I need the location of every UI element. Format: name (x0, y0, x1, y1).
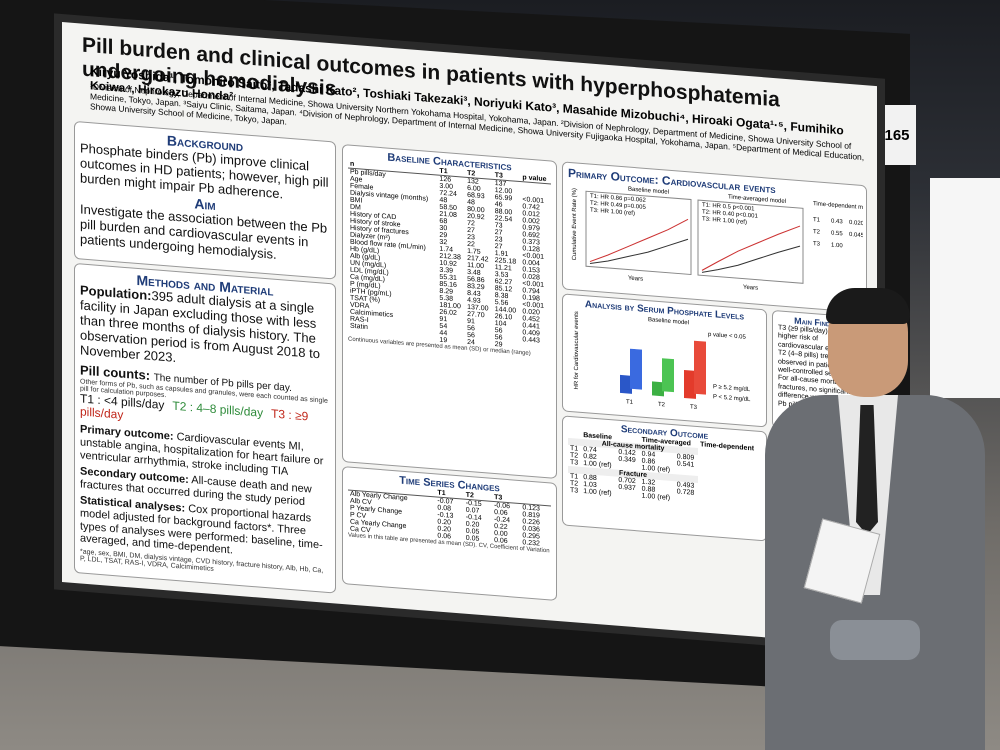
panel-title: Time-dependent model (813, 201, 863, 212)
x-label: T2 (658, 402, 666, 409)
curve (589, 218, 689, 263)
dep-cell: T2 (813, 229, 821, 236)
curve (701, 225, 801, 271)
x-label: T3 (690, 404, 698, 411)
bar (662, 358, 674, 393)
plot-frame (585, 190, 692, 276)
cell: 1.00 (ref) (641, 492, 671, 502)
person-bag (830, 620, 920, 660)
hr-text: T3: HR 1.00 (ref) (702, 216, 747, 226)
cell: T3 (570, 486, 579, 495)
panel-title: Baseline model (628, 187, 669, 196)
methods-box: Methods and Material Population:395 adul… (74, 262, 336, 594)
person-hair (826, 288, 910, 324)
bar (652, 381, 664, 397)
note: p value < 0.05 (708, 332, 746, 341)
bar (630, 348, 642, 390)
background-box: Background Phosphate binders (Pb) improv… (74, 120, 336, 280)
dep-cell: T3 (813, 241, 821, 248)
bar (684, 369, 696, 399)
secondary-outcome-box: Secondary Outcome Baseline Time-averaged T… (562, 415, 767, 542)
hr-text: T2: HR 0.49 p=0.005 (590, 201, 646, 211)
bar-chart-3d: Baseline model p value < 0.05 HR for Car… (574, 311, 751, 411)
x-label: T1 (626, 399, 634, 406)
hr-text: T1: HR 0.86 p=0.062 (590, 194, 646, 204)
booth-number: 165 (878, 105, 916, 165)
baseline-box: Baseline Characteristics n T1 T2 T3 p value P… (342, 144, 557, 479)
legend: P < 5.2 mg/dL (713, 394, 751, 403)
dep-cell: 1.00 (831, 243, 843, 250)
dep-cell: T1 (813, 217, 821, 224)
plot-frame (697, 199, 804, 284)
hr-text: T3: HR 1.00 (ref) (590, 208, 635, 218)
cell: T3 (570, 458, 579, 467)
cell (616, 491, 639, 500)
cell (675, 495, 698, 504)
neighbor-poster (930, 178, 1000, 398)
table: n T1 T2 T3 p value Pb pills/day 126 132 137 Age 3.… (348, 160, 551, 353)
text: Cox proportional hazards model adjusted … (80, 503, 323, 557)
primary-outcome-box: Primary Outcome: Cardiovascular events B… (562, 161, 867, 314)
hr-text: T1: HR 0.5 p<0.001 (702, 202, 755, 212)
axis-label: HR for Cardiovascular events (574, 311, 580, 390)
bar (694, 340, 706, 395)
dep-cell: 0.55 (831, 231, 843, 238)
dep-cell: 0.43 (831, 219, 843, 226)
subtitle: Baseline model (648, 317, 689, 326)
dep-cell: 0.045 (849, 232, 863, 239)
curve (589, 238, 689, 265)
bar (620, 374, 632, 394)
km-plots: Baseline model Time-averaged model Time-… (572, 187, 867, 292)
cell: 1.00 (ref) (583, 488, 612, 498)
time-series-box: Time Series Changes T1 T2 T3 Alb Yearly Cha… (342, 466, 557, 601)
panel-title: Time-averaged model (728, 194, 786, 205)
poster: Pill burden and clinical outcomes in pat… (62, 22, 877, 647)
person-tie (856, 405, 878, 535)
curve (701, 245, 801, 273)
axis-label: Years (628, 276, 643, 283)
legend: P ≥ 5.2 mg/dL (713, 384, 751, 393)
hr-text: T2: HR 0.40 p<0.001 (702, 209, 758, 219)
phosphate-box: Analysis by Serum Phosphate Levels Basel… (562, 293, 767, 428)
axis-label: Cumulative Event Rate (%) (572, 188, 578, 261)
axis-label: Years (743, 285, 758, 292)
dep-cell: 0.020 (849, 220, 863, 227)
text: 395 adult dialysis at a single facility … (80, 288, 320, 365)
